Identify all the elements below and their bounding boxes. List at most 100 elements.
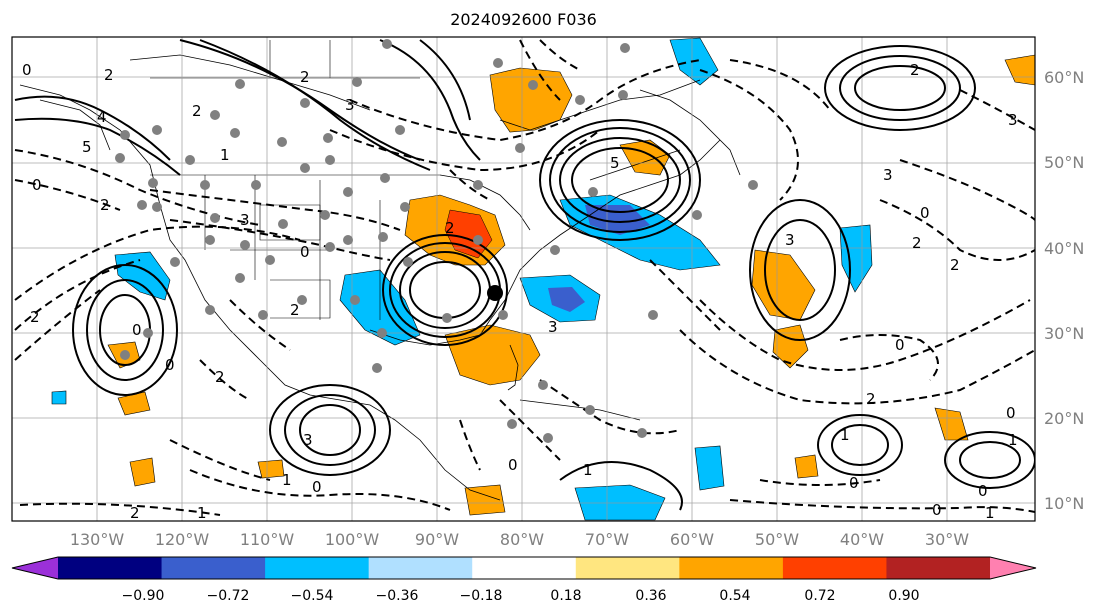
map-title: 2024092600 F036	[450, 10, 597, 29]
contour-label: 1	[985, 504, 995, 522]
lon-label: 80°W	[500, 530, 544, 549]
contour-label: 1	[840, 426, 850, 444]
contour-label: 2	[300, 68, 310, 86]
contour-label: 3	[1008, 111, 1018, 129]
contour-label: 0	[165, 356, 175, 374]
contour-label: 0	[300, 243, 310, 261]
lon-label: 90°W	[415, 530, 459, 549]
red-blob	[444, 209, 493, 259]
colorbar-segment	[58, 557, 163, 579]
orange-blob	[794, 454, 819, 479]
colorbar-segment	[472, 557, 577, 579]
contour-label: 2	[104, 66, 114, 84]
colorbar-extend-high	[990, 557, 1036, 579]
lon-label: 40°W	[840, 530, 884, 549]
navy-blob	[548, 287, 585, 312]
contour-label: 0	[1006, 404, 1016, 422]
contour-label: 4	[97, 108, 107, 126]
contour-label: 0	[508, 456, 518, 474]
colorbar-segment	[368, 557, 473, 579]
contour-label: 2	[192, 102, 202, 120]
contour-label: 3	[548, 318, 558, 336]
contour-label: 0	[978, 482, 988, 500]
colorbar-tick-label: 0.54	[719, 588, 750, 604]
contour-label: 3	[240, 211, 250, 229]
map-frame	[11, 36, 1036, 522]
colorbar-segment	[886, 557, 991, 579]
lon-label: 50°W	[755, 530, 799, 549]
lat-label: 10°N	[1044, 494, 1084, 513]
blue-blob	[839, 224, 873, 293]
contour-label: 3	[785, 231, 795, 249]
blue-blob	[694, 445, 725, 491]
dashed-contours	[14, 39, 1035, 516]
colorbar-tick-label: −0.90	[122, 588, 165, 604]
station-dots	[115, 39, 758, 443]
lon-axis: 130°W 120°W 110°W 100°W 90°W 80°W 70°W 6…	[70, 530, 969, 549]
contour-label-group: 0 2 4 5 0 2 3 2 2 0 1 2 3 0 2 5 2 3 0 0 …	[22, 61, 1018, 522]
colorbar-segment	[265, 557, 370, 579]
lon-label: 130°W	[70, 530, 125, 549]
contour-label: 2	[445, 219, 455, 237]
contour-label: 2	[910, 61, 920, 79]
contour-label: 2	[950, 256, 960, 274]
orange-blob	[464, 484, 506, 516]
contour-label: 1	[220, 146, 230, 164]
colorbar-outline	[11, 556, 1037, 580]
colorbar-tick-label: −0.18	[460, 588, 503, 604]
colorbar-extend-low	[12, 557, 58, 579]
colorbar-tick-label: 0.72	[804, 588, 835, 604]
colorbar-segment	[782, 557, 887, 579]
colorbar-tick-label: 0.90	[888, 588, 919, 604]
lon-label: 110°W	[240, 530, 295, 549]
contour-label: 0	[312, 478, 322, 496]
contour-label: 5	[610, 154, 620, 172]
map-panel: 0 2 4 5 0 2 3 2 2 0 1 2 3 0 2 5 2 3 0 0 …	[12, 37, 1035, 522]
orange-blob	[257, 459, 285, 479]
contour-label: 2	[130, 504, 140, 522]
contour-label: 2	[912, 234, 922, 252]
lat-label: 40°N	[1044, 239, 1084, 258]
contour-label: 0	[895, 336, 905, 354]
contour-label: 2	[215, 368, 225, 386]
grid	[12, 37, 1035, 521]
solid-contours	[14, 39, 1035, 511]
contour-label: 2	[866, 390, 876, 408]
contour-label: 0	[932, 501, 942, 519]
anomaly-fills	[51, 37, 1035, 521]
colorbar-tick-label: −0.36	[376, 588, 419, 604]
lon-label: 70°W	[585, 530, 629, 549]
colorbar-segment	[679, 557, 784, 579]
lat-label: 30°N	[1044, 324, 1084, 343]
contour-label: 3	[883, 166, 893, 184]
contour-label: 2	[290, 301, 300, 319]
orange-blob	[129, 457, 156, 487]
lat-label: 50°N	[1044, 153, 1084, 172]
contour-label: 0	[920, 204, 930, 222]
contour-label: 1	[197, 504, 207, 522]
contour-label: 1	[1008, 431, 1018, 449]
blue-blob	[51, 390, 67, 405]
contour-label: 2	[100, 196, 110, 214]
contour-label: 0	[132, 321, 142, 339]
colorbar-segment	[575, 557, 680, 579]
colorbar	[11, 556, 1037, 580]
colorbar-tick-label: 0.36	[635, 588, 666, 604]
lon-label: 100°W	[325, 530, 380, 549]
colorbar-ticks: −0.90 −0.72 −0.54 −0.36 −0.18 0.18 0.36 …	[122, 588, 920, 604]
lon-label: 60°W	[670, 530, 714, 549]
storm-center-marker	[487, 285, 503, 301]
colorbar-tick-label: −0.72	[207, 588, 250, 604]
contour-label: 5	[82, 138, 92, 156]
contour-label: 2	[30, 308, 40, 326]
contour-label: 3	[345, 96, 355, 114]
navy-blob	[585, 205, 650, 235]
lon-label: 30°W	[925, 530, 969, 549]
colorbar-tick-label: −0.54	[291, 588, 334, 604]
orange-blob	[1004, 54, 1035, 86]
contour-label: 3	[303, 431, 313, 449]
lon-label: 120°W	[155, 530, 210, 549]
state-borders	[150, 40, 440, 320]
contour-label: 0	[32, 176, 42, 194]
